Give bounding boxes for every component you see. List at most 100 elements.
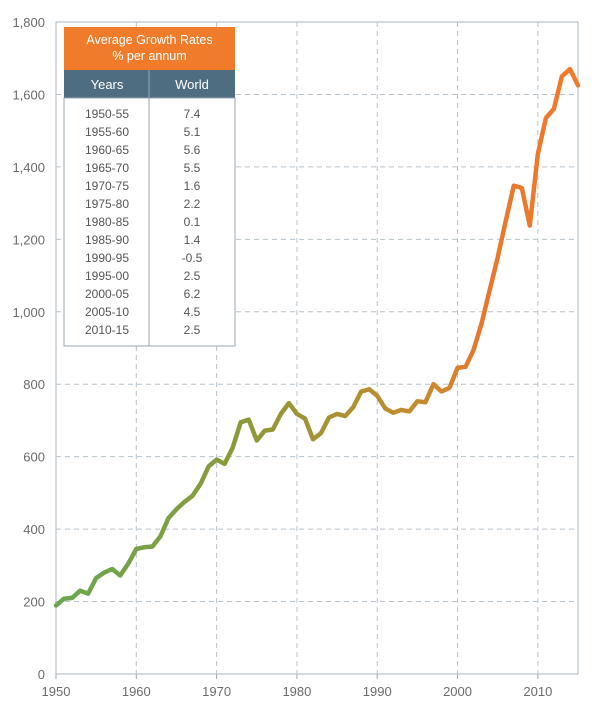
data-point xyxy=(431,382,435,386)
data-point xyxy=(367,387,371,391)
table-cell-years: 1995-00 xyxy=(85,269,129,283)
data-point xyxy=(86,592,90,596)
data-point xyxy=(576,83,580,87)
x-tick-label: 1950 xyxy=(42,684,71,699)
data-point xyxy=(263,429,267,433)
data-point xyxy=(359,390,363,394)
data-point xyxy=(327,416,331,420)
data-point xyxy=(520,186,524,190)
table-cell-world: 5.5 xyxy=(184,161,201,175)
data-point xyxy=(536,152,540,156)
data-point xyxy=(287,401,291,405)
table-title-line1: Average Growth Rates xyxy=(86,33,212,47)
data-point xyxy=(552,107,556,111)
data-point xyxy=(150,545,154,549)
data-point xyxy=(62,597,66,601)
table-cell-years: 2005-10 xyxy=(85,305,129,319)
data-point xyxy=(255,438,259,442)
y-tick-label: 600 xyxy=(23,450,45,465)
data-point xyxy=(335,412,339,416)
x-tick-label: 1970 xyxy=(202,684,231,699)
data-point xyxy=(134,547,138,551)
x-tick-label: 1980 xyxy=(282,684,311,699)
data-point xyxy=(496,255,500,259)
table-rows: 1950-55 7.4 1955-60 5.1 1960-65 5.6 1965-70 5.5… xyxy=(85,107,203,337)
data-point xyxy=(110,567,114,571)
data-point xyxy=(568,67,572,71)
table-cell-years: 1965-70 xyxy=(85,161,129,175)
y-tick-label: 0 xyxy=(38,667,45,682)
table-cell-years: 1970-75 xyxy=(85,179,129,193)
data-point xyxy=(215,458,219,462)
data-point xyxy=(560,74,564,78)
table-cell-years: 1960-65 xyxy=(85,143,129,157)
table-cell-years: 2010-15 xyxy=(85,323,129,337)
data-point xyxy=(126,562,130,566)
data-point xyxy=(271,428,275,432)
table-header-years: Years xyxy=(91,77,124,92)
y-tick-label: 200 xyxy=(23,595,45,610)
x-tick-label: 2000 xyxy=(443,684,472,699)
data-point xyxy=(464,365,468,369)
table-cell-world: 5.1 xyxy=(184,125,201,139)
table-cell-years: 1950-55 xyxy=(85,107,129,121)
x-tick-label: 1960 xyxy=(122,684,151,699)
table-cell-years: 2000-05 xyxy=(85,287,129,301)
data-point xyxy=(247,418,251,422)
data-point xyxy=(391,411,395,415)
data-point xyxy=(231,446,235,450)
y-tick-label: 1,400 xyxy=(12,160,45,175)
data-point xyxy=(407,409,411,413)
data-point xyxy=(166,516,170,520)
data-point xyxy=(456,366,460,370)
data-point xyxy=(311,437,315,441)
table-cell-years: 1985-90 xyxy=(85,233,129,247)
table-cell-world: 1.4 xyxy=(184,233,201,247)
table-cell-world: 5.6 xyxy=(184,143,201,157)
x-tick-label: 1990 xyxy=(363,684,392,699)
data-point xyxy=(175,507,179,511)
data-point xyxy=(423,400,427,404)
data-point xyxy=(54,604,58,608)
data-point xyxy=(118,574,122,578)
data-point xyxy=(319,431,323,435)
data-point xyxy=(183,500,187,504)
data-point xyxy=(512,184,516,188)
data-point xyxy=(207,464,211,468)
data-point xyxy=(504,219,508,223)
table-cell-world: 4.5 xyxy=(184,305,201,319)
data-point xyxy=(415,399,419,403)
data-point xyxy=(239,420,243,424)
data-point xyxy=(351,405,355,409)
y-tick-label: 1,600 xyxy=(12,87,45,102)
data-point xyxy=(448,386,452,390)
data-point xyxy=(102,571,106,575)
growth-rates-table: Average Growth Rates % per annum Years W… xyxy=(63,27,236,347)
y-tick-label: 1,800 xyxy=(12,15,45,30)
data-point xyxy=(279,412,283,416)
data-point xyxy=(158,534,162,538)
data-point xyxy=(440,390,444,394)
table-cell-world: 2.5 xyxy=(184,269,201,283)
data-point xyxy=(223,462,227,466)
tick-labels: 0 200 400 600 800 1,000 1,200 1,400 1,600 1,800 19… xyxy=(12,15,552,699)
data-point xyxy=(303,417,307,421)
data-point xyxy=(375,394,379,398)
table-header-world: World xyxy=(175,77,209,92)
y-tick-label: 1,200 xyxy=(12,232,45,247)
table-cell-years: 1990-95 xyxy=(85,251,129,265)
table-cell-world: 6.2 xyxy=(184,287,201,301)
table-title-line2: % per annum xyxy=(112,49,186,63)
y-tick-label: 400 xyxy=(23,522,45,537)
table-title-bar xyxy=(64,27,235,70)
table-cell-world: -0.5 xyxy=(182,251,203,265)
plot-frame xyxy=(55,21,579,675)
data-point xyxy=(78,589,82,593)
data-point xyxy=(295,412,299,416)
data-point xyxy=(383,407,387,411)
data-point xyxy=(142,545,146,549)
y-tick-label: 800 xyxy=(23,377,45,392)
data-point xyxy=(343,414,347,418)
data-point xyxy=(94,576,98,580)
